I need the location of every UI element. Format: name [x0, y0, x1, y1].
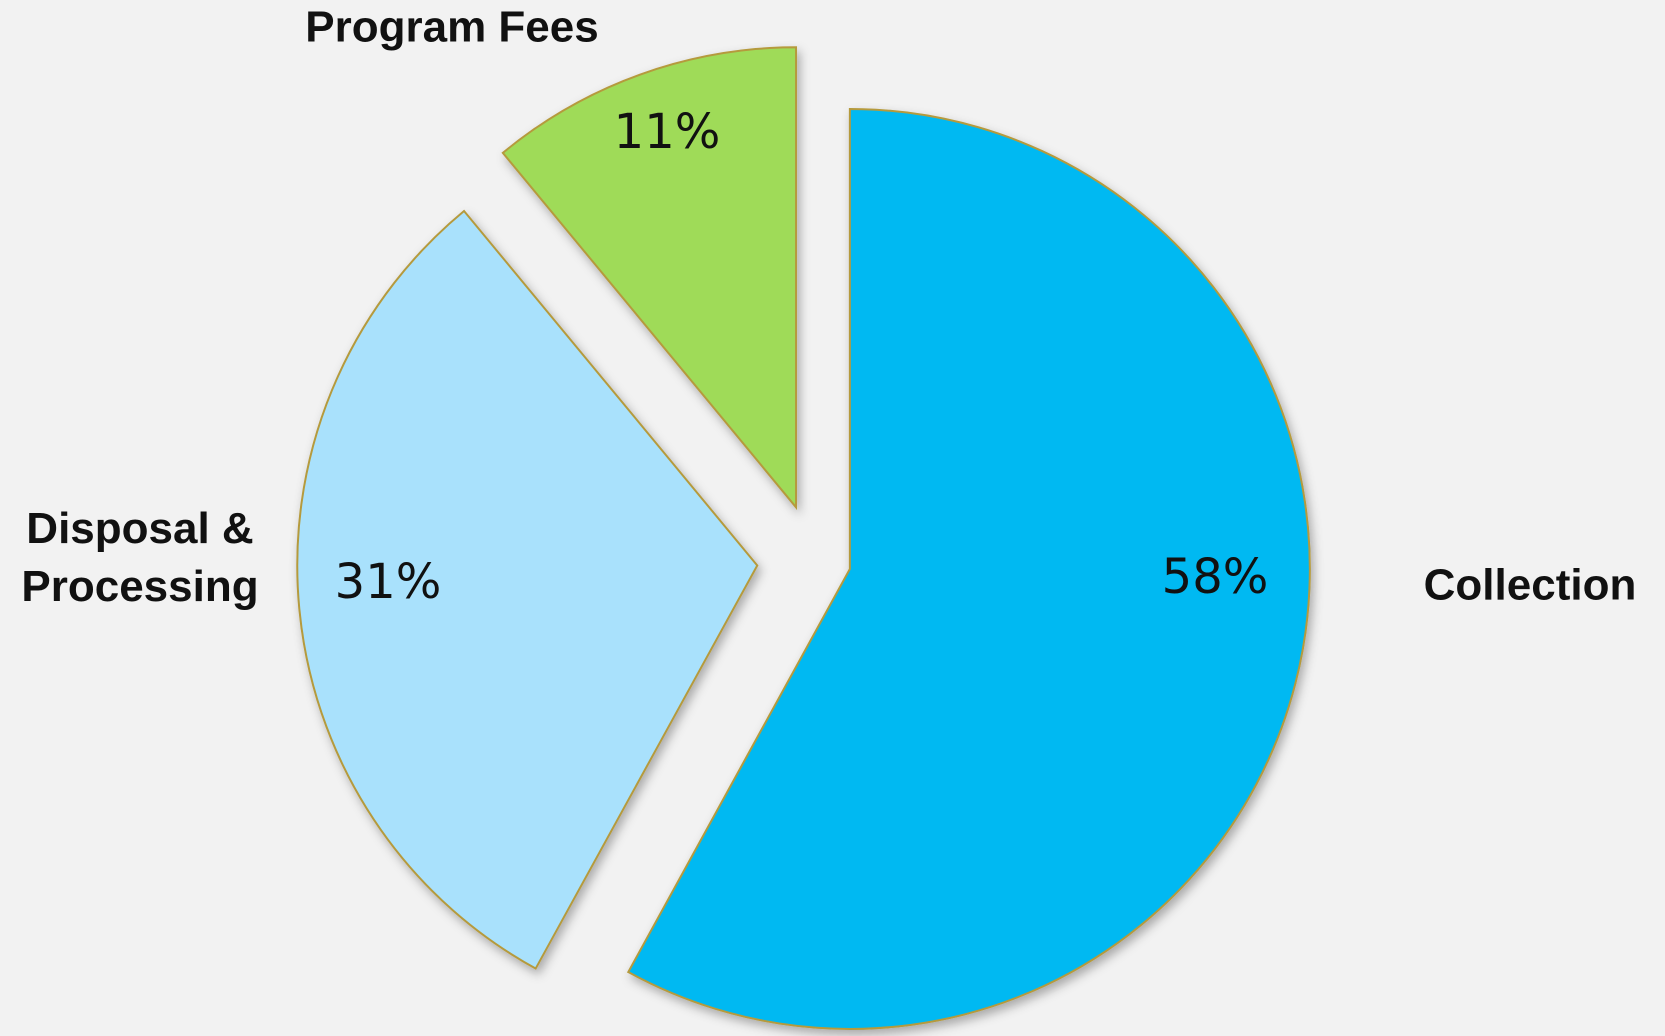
category-label: Program Fees — [305, 3, 598, 52]
label-line: Processing — [21, 562, 258, 611]
label-line: Disposal & — [26, 504, 253, 553]
pie-slice — [501, 46, 798, 511]
category-label: Disposal & Processing — [21, 504, 258, 611]
value-label: 11% — [614, 104, 721, 160]
pie-slice — [296, 209, 759, 970]
pie-slice — [626, 107, 1311, 1030]
value-label: 58% — [1162, 549, 1269, 605]
value-label: 31% — [335, 554, 442, 610]
category-label: Collection — [1424, 561, 1637, 610]
